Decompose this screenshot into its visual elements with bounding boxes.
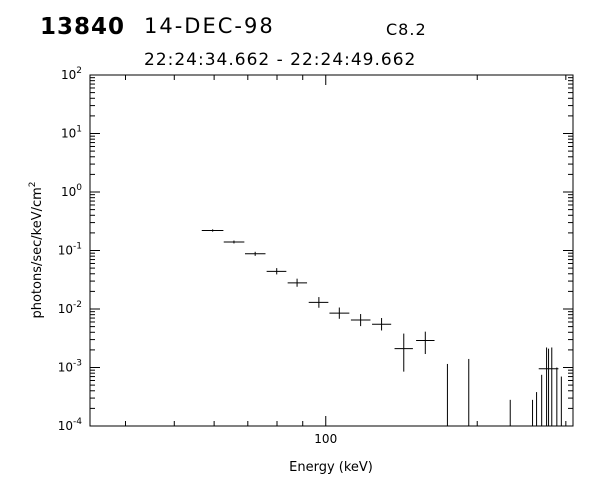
y-tick-label-base: 10 — [61, 127, 76, 141]
event-date: 14-DEC-98 — [144, 14, 275, 38]
y-tick-label-exp: 1 — [76, 125, 82, 135]
data-point — [201, 229, 224, 232]
y-tick-label-exp: -2 — [73, 300, 82, 310]
y-tick-label: 10-4 — [58, 417, 83, 433]
y-tick-label-exp: -4 — [73, 417, 82, 427]
data-point — [223, 240, 245, 244]
y-tick-label: 10-2 — [58, 300, 82, 316]
goes-class: C8.2 — [386, 20, 427, 39]
data-point — [394, 333, 413, 372]
y-tick-label: 10-3 — [58, 359, 82, 375]
y-tick-label-exp: 0 — [76, 183, 82, 193]
data-point — [538, 348, 559, 426]
data-point — [416, 331, 435, 355]
y-tick-label-base: 10 — [58, 244, 73, 258]
y-axis-label: photons/sec/keV/cm2 — [28, 181, 45, 318]
y-tick-label-base: 10 — [61, 185, 76, 199]
y-tick-label: 10-1 — [58, 242, 82, 258]
y-tick-label-base: 10 — [58, 302, 73, 316]
data-point — [266, 268, 287, 275]
y-tick-label: 101 — [61, 125, 82, 141]
y-tick-label-base: 10 — [58, 419, 73, 433]
y-tick-label: 100 — [61, 183, 82, 199]
x-axis-label: Energy (keV) — [289, 460, 373, 475]
y-tick-label: 102 — [61, 66, 82, 82]
data-point — [244, 251, 266, 256]
y-tick-label-exp: 2 — [76, 66, 82, 76]
time-range: 22:24:34.662 - 22:24:49.662 — [144, 50, 417, 70]
y-tick-label-exp: -1 — [73, 242, 82, 252]
data-point — [287, 278, 308, 287]
y-axis-label-text: photons/sec/keV/cm — [30, 187, 45, 318]
x-tick-label: 100 — [314, 432, 337, 446]
data-point — [372, 318, 392, 331]
data-point — [308, 297, 329, 308]
y-tick-label-base: 10 — [58, 361, 73, 375]
y-axis-label-sup: 2 — [28, 181, 38, 187]
data-point — [350, 314, 371, 327]
plot-frame — [89, 74, 574, 427]
event-id: 13840 — [40, 14, 126, 40]
data-point — [329, 307, 350, 319]
y-tick-label-base: 10 — [61, 68, 76, 82]
y-tick-label-exp: -3 — [73, 359, 82, 369]
